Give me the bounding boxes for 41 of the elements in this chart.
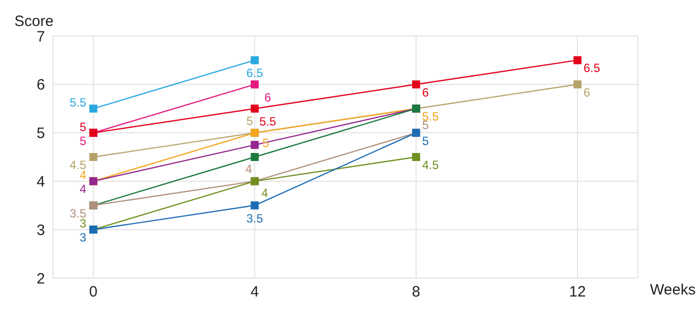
data-label: 6.5 [246,66,264,80]
point [250,104,259,113]
data-label: 5 [80,134,87,148]
x-axis-title: Weeks [650,281,696,298]
point [89,153,98,161]
x-tick-label: 8 [412,284,420,301]
data-label: 5 [422,134,430,148]
x-tick-label: 4 [250,284,259,301]
data-label: 4.5 [422,158,440,172]
point [250,140,259,149]
data-label: 6 [264,90,272,104]
point [250,153,259,161]
data-label: 3.5 [246,211,264,226]
data-label: 3 [80,230,87,245]
data-label: 4 [245,162,252,176]
x-tick-label: 0 [89,284,98,301]
y-tick-label: 3 [36,222,45,239]
y-tick-label: 4 [36,174,45,191]
x-tick-label: 12 [569,284,586,301]
point [412,153,420,161]
y-tick-label: 2 [36,270,45,288]
point [250,201,259,210]
data-label: 6 [583,85,590,100]
y-tick-label: 7 [36,28,45,46]
data-label: 4 [80,182,87,196]
data-label: 5.5 [70,96,87,110]
point [89,104,98,113]
point [573,56,582,64]
data-label: 5 [246,114,254,128]
point [250,80,259,88]
data-label: 6 [422,85,430,100]
y-axis-title: Score [14,13,54,30]
point [573,80,582,88]
point [250,56,259,64]
data-label: 5.5 [259,114,276,129]
data-label: 5 [80,120,87,134]
point [412,80,420,88]
y-tick-label: 6 [36,76,45,94]
data-label: 6.5 [583,61,600,76]
data-label: 4 [261,186,268,200]
y-tick-label: 5 [36,125,45,142]
